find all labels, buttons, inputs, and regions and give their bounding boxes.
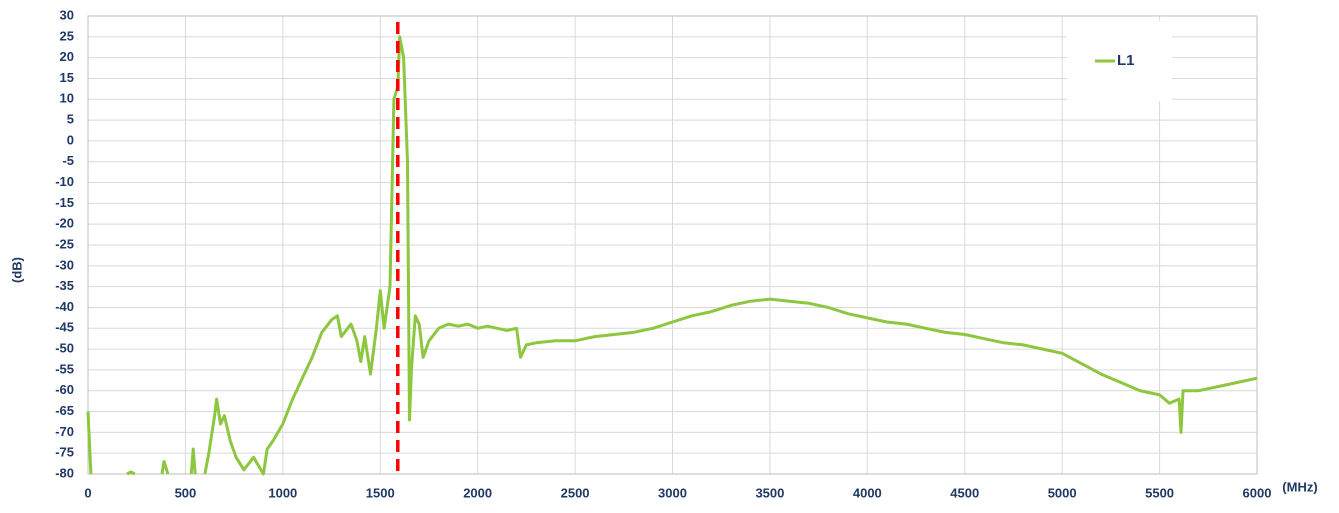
x-tick-label: 2500 xyxy=(561,485,590,500)
x-tick-label: 3500 xyxy=(755,485,784,500)
x-tick-label: 5500 xyxy=(1145,485,1174,500)
y-tick-label: 10 xyxy=(60,91,74,106)
y-tick-label: -25 xyxy=(55,236,74,251)
x-tick-label: 1500 xyxy=(366,485,395,500)
plot-border xyxy=(87,15,1258,475)
y-tick-label: 25 xyxy=(60,28,74,43)
y-tick-label: 30 xyxy=(60,7,74,22)
y-tick-label: -45 xyxy=(55,320,74,335)
y-tick-label: -55 xyxy=(55,361,74,376)
y-tick-label: -15 xyxy=(55,195,74,210)
y-tick-label: -35 xyxy=(55,278,74,293)
y-tick-label: -40 xyxy=(55,299,74,314)
y-axis-label: (dB) xyxy=(9,257,24,283)
y-tick-label: -60 xyxy=(55,382,74,397)
data-line xyxy=(86,35,1258,476)
legend-box xyxy=(1067,21,1172,101)
x-tick-label: 2000 xyxy=(463,485,492,500)
x-tick-label: 5000 xyxy=(1048,485,1077,500)
y-tick-label: -70 xyxy=(55,424,74,439)
y-tick-label: -80 xyxy=(55,465,74,480)
x-tick-label: 4500 xyxy=(950,485,979,500)
x-tick-label: 1000 xyxy=(268,485,297,500)
x-tick-label: 4000 xyxy=(853,485,882,500)
y-tick-label: 0 xyxy=(67,132,74,147)
x-tick-label: 3000 xyxy=(658,485,687,500)
x-tick-label: 6000 xyxy=(1243,485,1272,500)
y-tick-label: 15 xyxy=(60,70,74,85)
x-tick-label: 500 xyxy=(175,485,197,500)
y-tick-label: -10 xyxy=(55,174,74,189)
y-tick-label: -65 xyxy=(55,403,74,418)
x-axis-label: (MHz) xyxy=(1282,479,1317,494)
y-tick-label: -30 xyxy=(55,257,74,272)
y-tick-label: 5 xyxy=(67,112,74,127)
y-tick-label: -5 xyxy=(62,153,74,168)
x-tick-label: 0 xyxy=(84,485,91,500)
y-tick-label: -75 xyxy=(55,445,74,460)
y-tick-label: -20 xyxy=(55,216,74,231)
y-tick-label: 20 xyxy=(60,49,74,64)
y-tick-label: -50 xyxy=(55,341,74,356)
legend-label: L1 xyxy=(1117,52,1135,69)
